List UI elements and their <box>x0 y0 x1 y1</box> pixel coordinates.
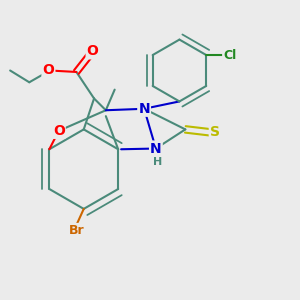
Text: N: N <box>150 142 162 155</box>
Text: S: S <box>210 125 220 139</box>
Text: O: O <box>43 64 54 77</box>
Text: Br: Br <box>69 224 84 237</box>
Text: N: N <box>138 102 150 116</box>
Text: Cl: Cl <box>223 49 236 62</box>
Text: H: H <box>153 157 162 167</box>
Text: O: O <box>87 44 98 58</box>
Text: O: O <box>53 124 65 138</box>
